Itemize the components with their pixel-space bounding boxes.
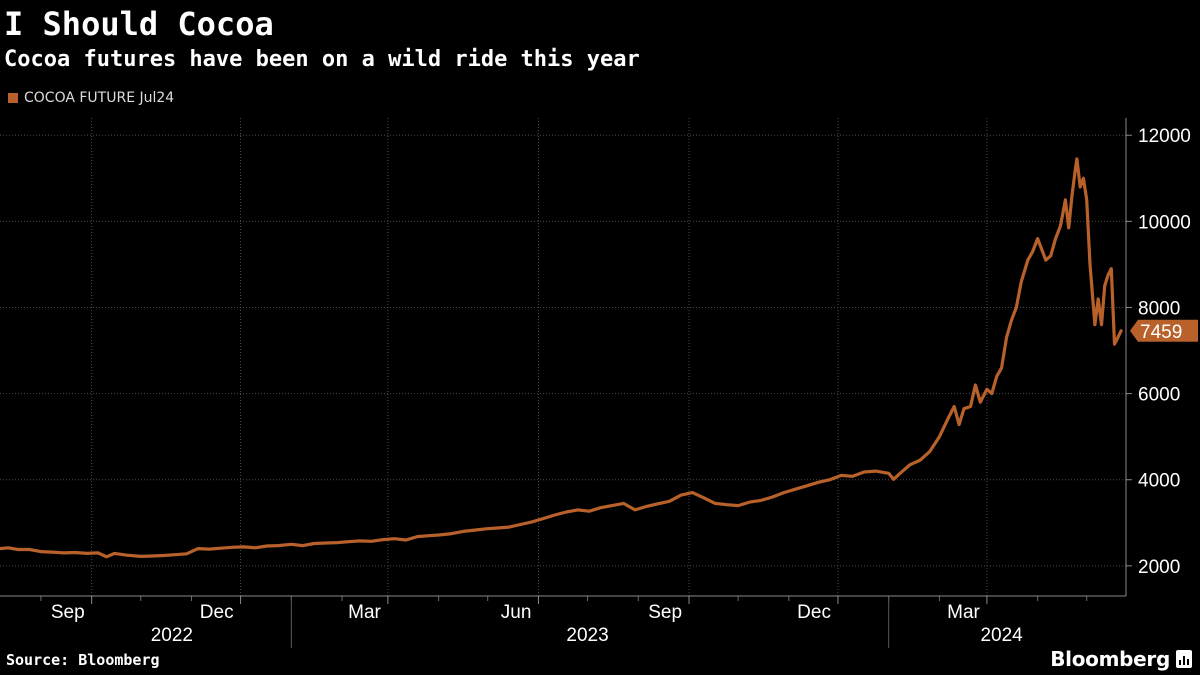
y-tick-label: 2000 xyxy=(1138,557,1180,578)
x-tick-label: Mar xyxy=(947,602,980,623)
y-tick-label: 12000 xyxy=(1138,126,1191,147)
x-tick-label: Dec xyxy=(200,602,234,623)
x-year-label: 2023 xyxy=(566,625,608,646)
last-value-label: 7459 xyxy=(1140,322,1182,343)
legend: COCOA FUTURE Jul24 xyxy=(8,90,174,106)
legend-swatch xyxy=(8,93,18,103)
chart-subtitle: Cocoa futures have been on a wild ride t… xyxy=(4,47,640,72)
y-tick-label: 6000 xyxy=(1138,385,1180,406)
bloomberg-logo: Bloomberg xyxy=(1050,647,1192,671)
x-year-label: 2022 xyxy=(151,625,193,646)
series-line xyxy=(0,157,1123,559)
x-tick-label: Mar xyxy=(348,602,381,623)
legend-label: COCOA FUTURE Jul24 xyxy=(24,90,175,106)
x-tick-label: Dec xyxy=(797,602,831,623)
x-year-label: 2024 xyxy=(980,625,1023,646)
brand-text: Bloomberg xyxy=(1050,647,1170,671)
last-value-badge xyxy=(1130,319,1198,342)
x-tick-label: Jun xyxy=(501,602,532,623)
chart-title: I Should Cocoa xyxy=(4,5,274,43)
x-tick-label: Sep xyxy=(648,602,682,623)
bloomberg-chart-icon xyxy=(1176,650,1192,668)
y-tick-label: 4000 xyxy=(1138,471,1180,492)
y-tick-label: 8000 xyxy=(1138,298,1180,319)
source-note: Source: Bloomberg xyxy=(6,651,160,669)
x-tick-label: Sep xyxy=(51,602,85,623)
y-tick-label: 10000 xyxy=(1138,212,1191,233)
